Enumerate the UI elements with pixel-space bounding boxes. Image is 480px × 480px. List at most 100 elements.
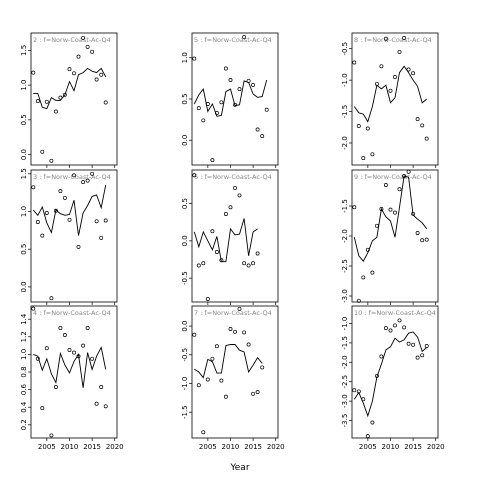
- data-point: [424, 344, 429, 348]
- data-point: [85, 178, 90, 183]
- data-point: [81, 35, 86, 40]
- fitted-line: [353, 175, 428, 263]
- data-point: [223, 394, 228, 399]
- data-point: [352, 388, 357, 393]
- data-point: [352, 60, 357, 65]
- data-point: [237, 193, 242, 198]
- data-point: [58, 189, 63, 194]
- data-point: [251, 83, 256, 87]
- y-tick-label: -2.0: [341, 355, 349, 369]
- data-point: [356, 389, 361, 394]
- data-point: [62, 195, 67, 200]
- data-point: [242, 35, 247, 40]
- data-point: [205, 377, 210, 382]
- data-point: [242, 261, 247, 266]
- data-point: [420, 123, 425, 128]
- fitted-line: [194, 344, 263, 379]
- data-point: [233, 329, 237, 334]
- data-point: [214, 111, 219, 115]
- y-tick-label: 0.4: [20, 401, 28, 413]
- data-point: [196, 106, 201, 111]
- fitted-line: [353, 331, 427, 418]
- y-tick-label: -1.5: [181, 405, 189, 419]
- data-point: [72, 71, 76, 76]
- data-point: [402, 325, 407, 330]
- data-point: [103, 218, 108, 223]
- data-point: [424, 237, 429, 242]
- data-point: [370, 420, 375, 425]
- data-point: [196, 383, 201, 388]
- y-tick-label: 0.5: [20, 114, 28, 125]
- panel: 9 : f=Norw-Coast-Ac-Q4 -3.0 -2.5 -2.0 -1.5: [341, 169, 439, 305]
- y-tick-label: -1.0: [341, 73, 349, 87]
- data-point: [40, 233, 45, 238]
- data-point: [210, 158, 215, 163]
- panel: 10 : f=Norw-Coast-Ac-Q4 -3.5 -3.0 -2.5 -2.0 -…: [341, 305, 445, 451]
- data-point: [35, 220, 40, 224]
- data-point: [228, 78, 233, 82]
- data-point: [246, 263, 251, 268]
- data-point: [53, 208, 58, 213]
- panels-group: 2 : f=Norw-Coast-Ac-Q4 0.0 0.5 1.0 1.5 5 : f=…: [20, 32, 445, 451]
- data-point: [62, 333, 67, 337]
- data-point: [393, 75, 397, 79]
- data-point: [72, 173, 76, 178]
- data-point: [210, 229, 215, 234]
- y-tick-label: 0.0: [20, 149, 28, 160]
- data-point: [365, 126, 370, 131]
- data-point: [237, 87, 242, 92]
- data-point: [255, 390, 260, 395]
- y-tick-label: 0.6: [20, 383, 28, 395]
- data-point: [402, 36, 407, 40]
- data-point: [53, 109, 58, 114]
- data-point: [205, 297, 210, 301]
- data-point: [58, 95, 63, 100]
- y-tick-label: -2.0: [341, 229, 349, 243]
- data-point: [260, 365, 265, 370]
- data-point: [379, 64, 384, 69]
- data-point: [219, 100, 224, 105]
- data-point: [246, 78, 251, 83]
- data-point: [228, 327, 233, 331]
- data-point: [415, 355, 420, 360]
- panel-frame: [191, 305, 279, 439]
- y-tick-label: -3.0: [341, 289, 349, 303]
- panel: 2 : f=Norw-Coast-Ac-Q4 0.0 0.5 1.0 1.5: [20, 32, 118, 168]
- data-point: [94, 77, 99, 82]
- data-point: [420, 238, 425, 243]
- panel: 6 : f=Norw-Coast-Ac-Q4 -0.5 0.0 0.5: [181, 169, 279, 305]
- data-point: [210, 356, 215, 361]
- data-point: [90, 356, 95, 361]
- data-point: [44, 346, 49, 351]
- panel-title: 9 : f=Norw-Coast-Ac-Q4: [354, 173, 432, 181]
- data-point: [223, 66, 228, 71]
- panel: 5 : f=Norw-Coast-Ac-Q4 0.0 0.5 1.0: [181, 32, 279, 168]
- data-point: [365, 434, 370, 439]
- data-point: [94, 219, 99, 224]
- data-point: [383, 326, 388, 331]
- x-tick-label: 2005: [38, 443, 56, 451]
- data-point: [393, 210, 397, 215]
- panel-title: 6 : f=Norw-Coast-Ac-Q4: [194, 173, 272, 181]
- data-point: [99, 385, 104, 389]
- data-point: [103, 100, 108, 105]
- data-point: [406, 169, 411, 174]
- y-tick-label: -3.5: [341, 414, 349, 428]
- y-tick-label: -1.0: [341, 317, 349, 331]
- data-point: [402, 174, 407, 178]
- y-tick-label: 0.0: [20, 281, 28, 292]
- fitted-line: [32, 185, 107, 236]
- y-tick-label: 0.0: [181, 135, 189, 146]
- data-point: [356, 298, 361, 303]
- y-tick-label: 0.0: [181, 235, 189, 246]
- data-point: [374, 223, 379, 228]
- x-tick-label: 2015: [404, 443, 422, 451]
- data-point: [223, 212, 228, 216]
- data-point: [361, 397, 366, 402]
- panel: 3 : f=Norw-Coast-Ac-Q4 0.0 0.5 1.0 1.5: [20, 168, 118, 305]
- panel: 8 : f=Norw-Coast-Ac-Q4 -2.0 -1.5 -1.0 -0.5: [341, 32, 439, 168]
- data-point: [242, 330, 247, 335]
- data-point: [76, 54, 81, 59]
- data-point: [397, 49, 402, 54]
- y-tick-label: 1.0: [20, 80, 28, 91]
